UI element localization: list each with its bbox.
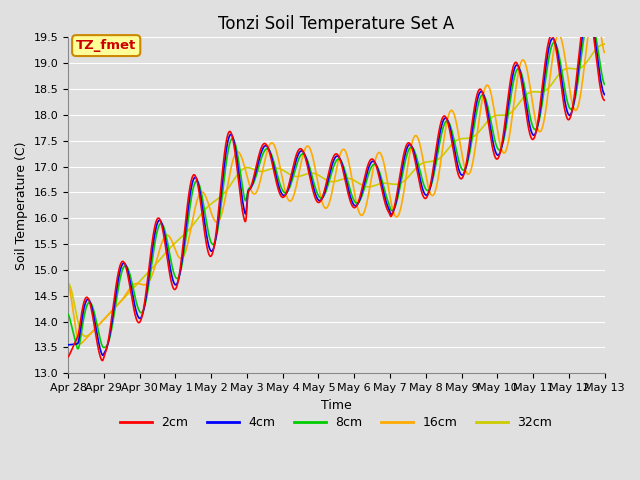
Text: TZ_fmet: TZ_fmet	[76, 39, 136, 52]
X-axis label: Time: Time	[321, 398, 352, 412]
Legend: 2cm, 4cm, 8cm, 16cm, 32cm: 2cm, 4cm, 8cm, 16cm, 32cm	[115, 411, 557, 434]
Y-axis label: Soil Temperature (C): Soil Temperature (C)	[15, 141, 28, 270]
Title: Tonzi Soil Temperature Set A: Tonzi Soil Temperature Set A	[218, 15, 454, 33]
